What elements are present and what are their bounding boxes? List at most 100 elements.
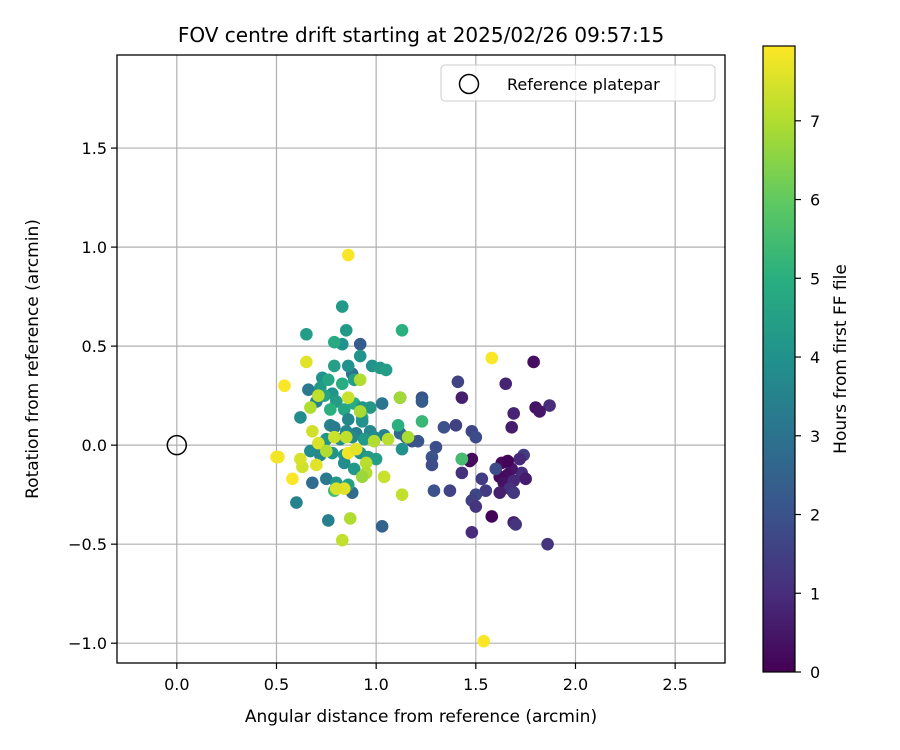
- data-point: [505, 421, 519, 434]
- data-point: [335, 300, 349, 313]
- x-axis-ticks: 0.0 0.5 1.0 1.5 2.0 2.5: [164, 663, 688, 694]
- data-point: [437, 421, 451, 434]
- data-point: [337, 456, 351, 470]
- data-point: [357, 432, 371, 446]
- colorbar-tick-label: 2: [810, 506, 820, 525]
- data-point: [363, 401, 377, 414]
- data-point: [469, 500, 483, 513]
- data-point: [300, 355, 313, 369]
- data-point: [479, 484, 493, 498]
- data-point: [349, 442, 363, 456]
- colorbar: 0 1 2 3 4 5 6 7 Hours from first FF file: [762, 45, 851, 682]
- data-point: [322, 514, 335, 527]
- x-axis-label: Angular distance from reference (arcmin): [245, 707, 597, 727]
- y-axis-label: Rotation from reference (arcmin): [23, 219, 43, 499]
- data-point: [395, 323, 409, 337]
- data-point: [306, 476, 319, 490]
- data-point: [475, 472, 489, 486]
- chart-title: FOV centre drift starting at 2025/02/26 …: [178, 23, 664, 47]
- x-tick-label: 2.5: [662, 675, 687, 694]
- colorbar-tick-label: 4: [810, 348, 820, 367]
- data-point: [294, 452, 307, 466]
- colorbar-tick-label: 3: [810, 427, 820, 446]
- data-point: [425, 458, 439, 472]
- data-point: [477, 634, 491, 648]
- legend-box: [440, 64, 716, 102]
- plot-area: [117, 55, 725, 663]
- data-point: [469, 430, 483, 444]
- data-point: [429, 440, 443, 454]
- data-point: [401, 430, 415, 444]
- data-point: [327, 430, 341, 444]
- data-point: [347, 462, 361, 476]
- data-point: [286, 472, 299, 486]
- data-point: [320, 472, 333, 486]
- data-point: [353, 373, 367, 387]
- data-point: [369, 452, 383, 466]
- data-point: [507, 407, 520, 420]
- y-tick-label: 0.5: [82, 337, 107, 356]
- data-point: [359, 456, 373, 470]
- data-point: [329, 482, 343, 496]
- data-point: [337, 403, 351, 416]
- data-point: [541, 537, 554, 551]
- data-point: [304, 401, 317, 414]
- data-point: [395, 442, 409, 456]
- data-point: [327, 421, 341, 434]
- data-point: [306, 424, 319, 438]
- data-point: [312, 389, 325, 402]
- data-point: [415, 415, 429, 428]
- colorbar-tick-label: 0: [810, 663, 820, 682]
- data-point: [443, 484, 457, 498]
- data-point: [327, 359, 341, 373]
- colorbar-frame: [762, 45, 796, 673]
- x-tick-label: 1.0: [363, 675, 388, 694]
- data-point: [427, 484, 441, 498]
- data-point: [341, 359, 355, 373]
- colorbar-tick-label: 5: [810, 269, 820, 288]
- data-point: [327, 335, 341, 349]
- data-point: [415, 395, 429, 408]
- data-point: [499, 377, 513, 391]
- data-point: [302, 383, 315, 396]
- colorbar-tick-label: 6: [810, 191, 820, 210]
- data-point: [543, 399, 556, 412]
- data-point: [377, 470, 391, 484]
- data-point: [533, 405, 546, 418]
- data-point: [465, 525, 479, 539]
- data-point: [455, 452, 469, 466]
- data-point: [272, 450, 285, 464]
- colorbar-ticks: 0 1 2 3 4 5 6 7: [795, 112, 820, 682]
- data-point: [493, 486, 507, 499]
- data-point: [379, 363, 393, 377]
- data-point: [449, 419, 463, 432]
- y-axis-ticks: −1.0 −0.5 0.0 0.5 1.0 1.5: [68, 139, 117, 653]
- data-point: [323, 403, 337, 416]
- colorbar-tick-label: 7: [810, 112, 820, 131]
- data-point: [455, 391, 469, 404]
- data-point: [513, 452, 526, 466]
- data-point: [341, 248, 355, 262]
- colorbar-gradient: [763, 46, 795, 672]
- data-point: [375, 397, 389, 410]
- data-point: [304, 444, 317, 458]
- data-point: [353, 405, 367, 418]
- data-point: [501, 454, 515, 468]
- data-point: [290, 496, 303, 509]
- data-point: [294, 411, 307, 424]
- data-point: [339, 323, 353, 337]
- y-tick-label: 0.0: [82, 436, 107, 455]
- data-point: [519, 472, 532, 486]
- data-point: [312, 436, 325, 450]
- data-point: [375, 520, 389, 533]
- data-point: [367, 434, 381, 448]
- y-tick-label: 1.0: [82, 238, 107, 257]
- data-point: [451, 375, 465, 389]
- data-point: [310, 458, 323, 472]
- data-point: [300, 327, 313, 341]
- legend-marker-icon: [458, 73, 480, 95]
- colorbar-tick-label: 1: [810, 584, 820, 603]
- plot-frame: [116, 54, 726, 664]
- data-point: [339, 430, 353, 444]
- data-point: [485, 351, 499, 365]
